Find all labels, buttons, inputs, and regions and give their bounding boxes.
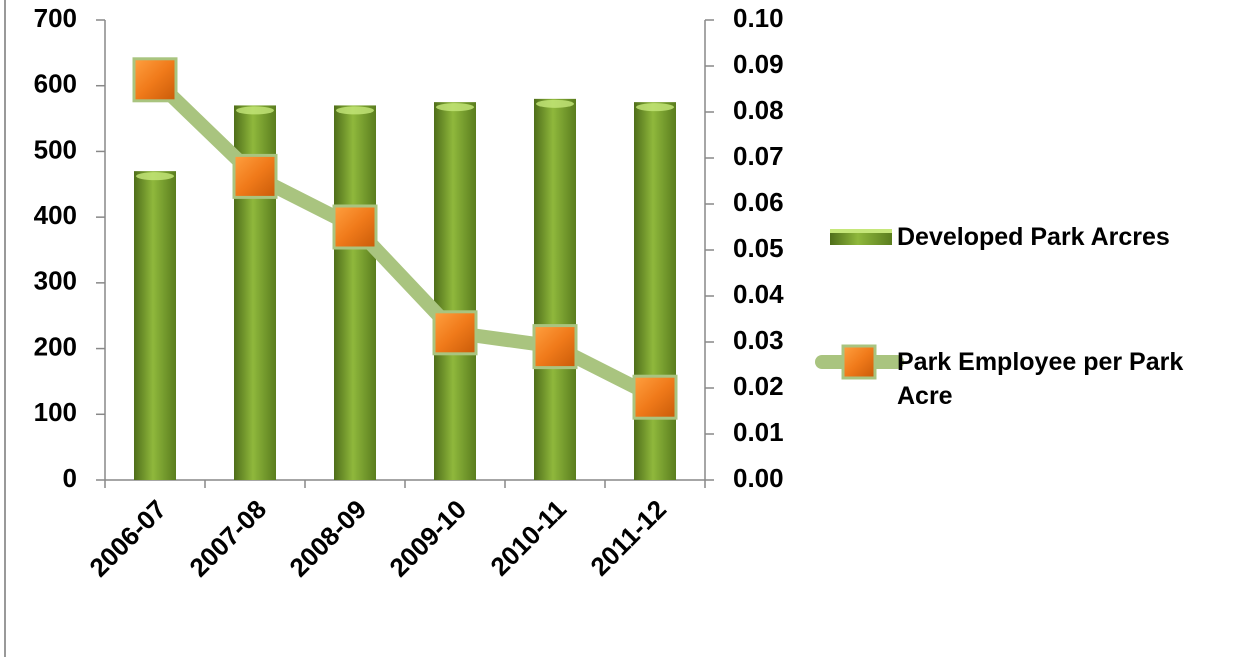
bar-top <box>236 106 274 115</box>
y-tick-label: 0 <box>63 463 77 493</box>
y2-tick-label: 0.04 <box>733 279 784 309</box>
bar-top <box>536 99 574 108</box>
y-tick-label: 400 <box>34 200 77 230</box>
bar <box>434 102 476 481</box>
y-tick-label: 200 <box>34 331 77 361</box>
bar <box>334 105 376 480</box>
bar <box>634 102 676 481</box>
y2-tick-label: 0.01 <box>733 417 784 447</box>
y2-tick-label: 0.10 <box>733 3 784 33</box>
y2-tick-label: 0.06 <box>733 187 784 217</box>
line <box>150 74 659 404</box>
y2-tick-label: 0.02 <box>733 371 784 401</box>
y2-tick-label: 0.08 <box>733 95 784 125</box>
y2-tick-label: 0.09 <box>733 49 784 79</box>
bar-top <box>636 103 674 112</box>
x-tick-label: 2008-09 <box>283 494 372 583</box>
x-tick-label: 2007-08 <box>183 494 272 583</box>
marker <box>332 204 378 250</box>
y-tick-label: 500 <box>34 134 77 164</box>
legend-label: Developed Park Arcres <box>897 223 1170 251</box>
legend-marker <box>841 344 877 380</box>
legend-swatch-top <box>830 229 892 233</box>
x-tick-label: 2006-07 <box>83 494 172 583</box>
marker <box>232 153 278 199</box>
marker <box>432 310 478 356</box>
y-tick-label: 600 <box>34 69 77 99</box>
marker <box>132 57 178 103</box>
y2-tick-label: 0.05 <box>733 233 784 263</box>
bar-top <box>336 106 374 115</box>
marker <box>632 374 678 420</box>
y-tick-label: 100 <box>34 397 77 427</box>
marker <box>532 324 578 370</box>
x-tick-label: 2010-11 <box>484 494 572 582</box>
x-tick-label: 2011-12 <box>584 494 672 582</box>
y2-tick-label: 0.07 <box>733 141 784 171</box>
legend-label: Park Employee per Park Acre <box>897 348 1184 410</box>
y-tick-label: 300 <box>34 266 77 296</box>
bar <box>134 171 176 480</box>
y2-tick-label: 0.03 <box>733 325 784 355</box>
bar-top <box>136 172 174 181</box>
x-tick-label: 2009-10 <box>383 494 472 583</box>
y2-tick-label: 0.00 <box>733 463 784 493</box>
bar-top <box>436 103 474 112</box>
bar <box>534 98 576 480</box>
y-tick-label: 700 <box>34 3 77 33</box>
